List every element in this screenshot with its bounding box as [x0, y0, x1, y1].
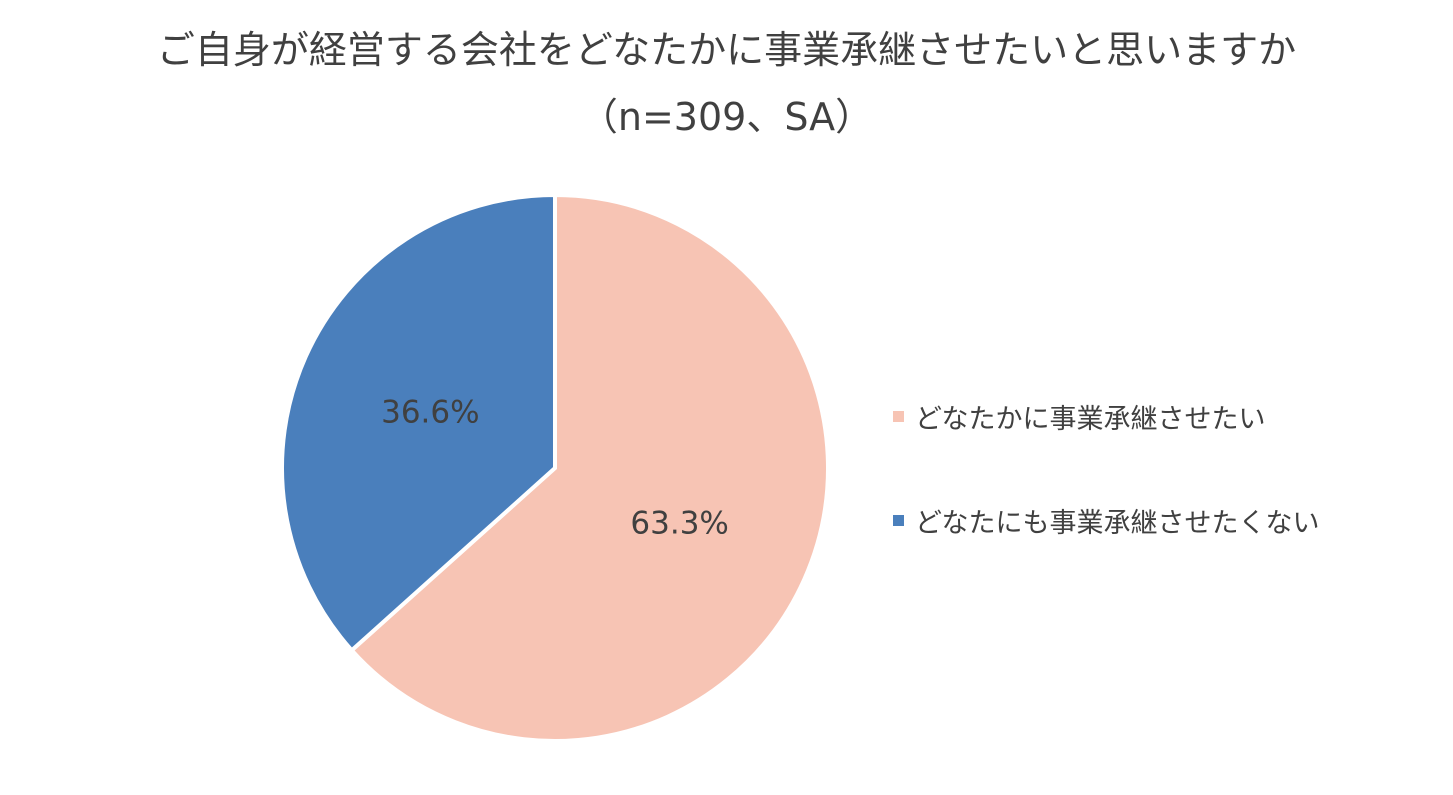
- legend-item-1: どなたにも事業承継させたくない: [893, 496, 1319, 544]
- data-label-1: 36.6%: [381, 394, 479, 430]
- chart-legend: どなたかに事業承継させたい どなたにも事業承継させたくない: [893, 392, 1319, 600]
- data-label-0: 63.3%: [630, 506, 728, 542]
- pie-slice-0: [349, 193, 830, 743]
- legend-label-1: どなたにも事業承継させたくない: [915, 507, 1320, 539]
- chart-title: ご自身が経営する会社をどなたかに事業承継させたいと思いますか: [156, 28, 1297, 72]
- legend-item-0: どなたかに事業承継させたい: [893, 392, 1319, 440]
- legend-swatch-0: [893, 410, 904, 422]
- legend-label-0: どなたかに事業承継させたい: [915, 403, 1266, 435]
- chart-subtitle: （n=309、SA）: [579, 95, 874, 139]
- pie-slice-1: [280, 193, 557, 653]
- legend-swatch-1: [893, 514, 904, 526]
